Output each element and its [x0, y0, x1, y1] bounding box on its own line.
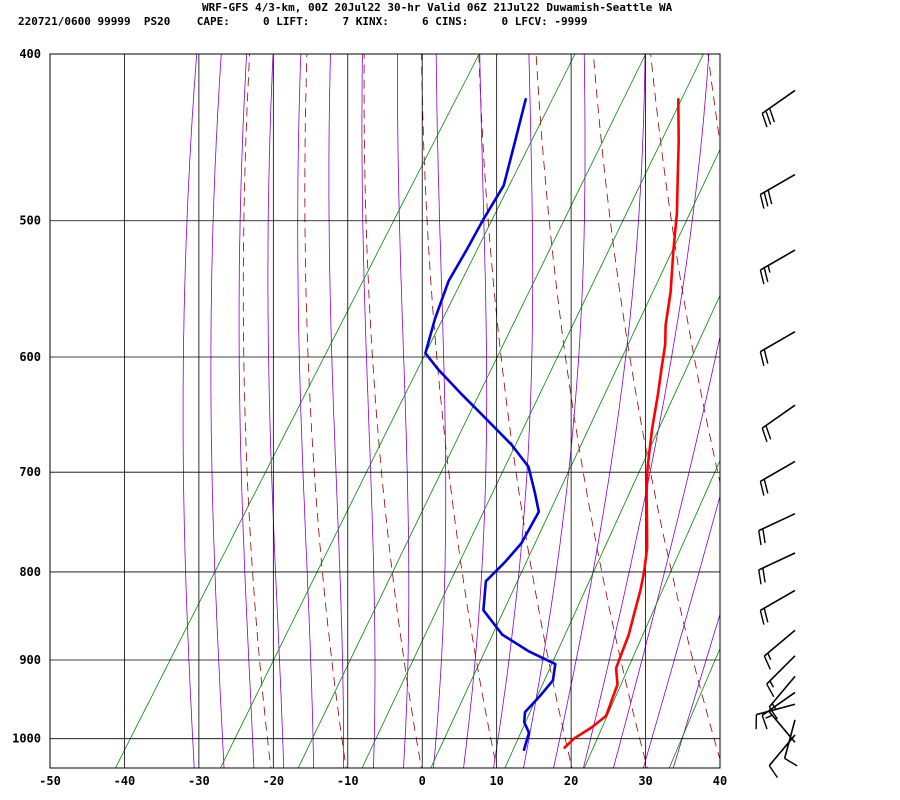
- x-tick-label: 10: [489, 774, 503, 788]
- dry-adiabat-line: [363, 54, 422, 768]
- wind-barb: [759, 460, 796, 496]
- y-tick-label: 500: [19, 214, 41, 228]
- wind-barb: [766, 655, 796, 698]
- moist-adiabat-line: [672, 612, 720, 768]
- mixing-ratio-line: [504, 294, 720, 768]
- wind-barb: [759, 173, 796, 209]
- dry-adiabat-line: [592, 54, 720, 761]
- x-tick-label: -40: [114, 774, 136, 788]
- y-tick-label: 1000: [12, 732, 41, 746]
- moist-adiabat-line: [361, 54, 376, 768]
- x-tick-label: 20: [564, 774, 578, 788]
- wind-barb: [758, 552, 796, 585]
- dry-adiabat-line: [876, 35, 900, 775]
- mixing-ratio-line: [668, 647, 720, 768]
- x-tick-label: 40: [713, 774, 727, 788]
- mixing-ratio-line: [756, 35, 900, 775]
- y-tick-label: 700: [19, 465, 41, 479]
- wind-barb: [761, 89, 796, 128]
- moist-adiabat-line: [267, 54, 285, 768]
- x-tick-label: -10: [337, 774, 359, 788]
- wind-barb: [758, 512, 796, 546]
- wind-barb: [759, 330, 796, 366]
- dry-adiabat-line: [242, 54, 272, 768]
- x-tick-label: -20: [262, 774, 284, 788]
- wind-barb: [768, 675, 796, 720]
- moist-adiabat-line: [612, 334, 720, 768]
- y-tick-label: 600: [19, 350, 41, 364]
- x-tick-label: -30: [188, 774, 210, 788]
- tick-labels: -50 -40 -30 -20 -10 0 10 20 30 40 400 500 600 700 800 9…: [12, 47, 727, 788]
- header-title: WRF-GFS 4/3-km, 00Z 20Jul22 30-hr Valid …: [202, 1, 673, 14]
- mixing-ratio-line: [220, 54, 576, 768]
- wind-barb: [755, 703, 796, 730]
- wind-barbs: [755, 89, 798, 779]
- plot-frame: [49, 53, 721, 769]
- header-indices: 220721/0600 99999 PS20 CAPE: 0 LIFT: 7 K…: [18, 15, 588, 28]
- wind-barb: [783, 719, 798, 767]
- wind-barb: [759, 589, 796, 625]
- background-lines: [115, 35, 900, 775]
- moist-adiabat-line: [297, 54, 315, 768]
- y-tick-label: 800: [19, 565, 41, 579]
- dry-adiabat-line: [650, 54, 720, 485]
- moist-adiabat-line: [433, 54, 447, 768]
- wind-barb: [761, 404, 796, 443]
- header: WRF-GFS 4/3-km, 00Z 20Jul22 30-hr Valid …: [0, 0, 900, 36]
- dry-adiabat-line: [535, 54, 648, 768]
- moist-adiabat-line: [210, 54, 225, 768]
- moist-adiabat-line: [182, 54, 198, 768]
- series-layer: [424, 98, 681, 752]
- x-tick-label: -50: [39, 774, 61, 788]
- wind-barb: [765, 711, 796, 743]
- dry-adiabat-line: [478, 54, 573, 768]
- x-tick-label: 0: [419, 774, 426, 788]
- moist-adiabat-line: [553, 54, 646, 768]
- moist-adiabat-line: [396, 54, 410, 768]
- wind-barb: [768, 734, 796, 779]
- y-tick-label: 900: [19, 653, 41, 667]
- moist-adiabat-line: [238, 54, 255, 768]
- wind-barb: [763, 629, 796, 670]
- dry-adiabat-line: [820, 35, 900, 775]
- moist-adiabat-line: [328, 54, 345, 768]
- temperature-profile-line: [563, 98, 681, 749]
- dewpoint-profile-line: [424, 98, 557, 752]
- mixing-ratio-line: [583, 459, 720, 768]
- moist-adiabat-line: [642, 494, 720, 768]
- wind-barb: [759, 249, 796, 285]
- mixing-ratio-line: [361, 54, 704, 768]
- x-tick-label: 30: [638, 774, 652, 788]
- dry-adiabat-line: [707, 54, 720, 146]
- y-tick-label: 400: [19, 47, 41, 61]
- mixing-ratio-line: [430, 148, 720, 768]
- dry-adiabat-line: [763, 35, 900, 775]
